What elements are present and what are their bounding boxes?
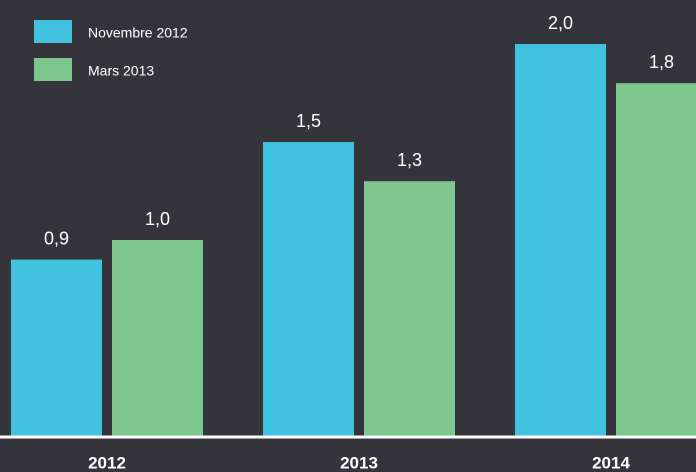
bar — [11, 259, 102, 436]
x-tick-label: 2014 — [592, 453, 630, 472]
legend-label: Novembre 2012 — [88, 25, 188, 41]
value-label: 1,3 — [397, 150, 422, 170]
x-tick-label: 2013 — [340, 453, 378, 472]
value-label: 0,9 — [44, 228, 69, 248]
bar — [616, 83, 696, 436]
bar — [364, 181, 455, 436]
bar — [112, 240, 203, 436]
bar — [515, 44, 606, 436]
legend-swatch — [34, 20, 72, 43]
value-label: 2,0 — [548, 13, 573, 33]
value-label: 1,5 — [296, 111, 321, 131]
bar — [263, 142, 354, 436]
value-label: 1,0 — [145, 209, 170, 229]
x-tick-label: 2012 — [88, 453, 126, 472]
legend-swatch — [34, 58, 72, 81]
legend-label: Mars 2013 — [88, 63, 154, 79]
value-label: 1,8 — [649, 52, 674, 72]
